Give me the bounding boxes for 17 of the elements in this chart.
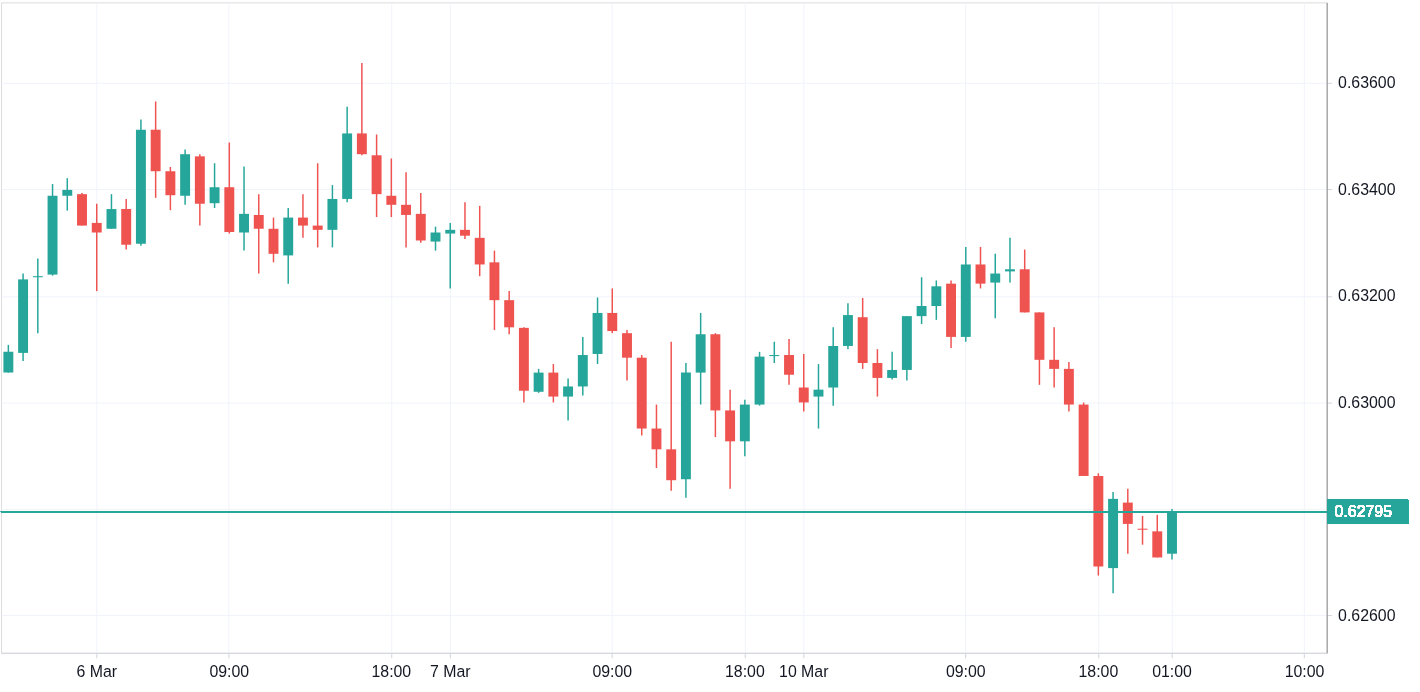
x-tick-label: 09:00	[592, 663, 633, 681]
x-tick-label: 09:00	[945, 663, 986, 681]
ref-line-label: 0.62795	[1334, 502, 1393, 520]
x-tick-label: 18:00	[371, 663, 412, 681]
x-tick-label: 6 Mar	[76, 663, 118, 681]
x-tick-label: 18:00	[724, 663, 765, 681]
y-tick-label: 0.63400	[1338, 180, 1396, 198]
x-tick-label: 10:00	[1284, 663, 1325, 681]
x-tick-label: 10 Mar	[779, 663, 830, 681]
x-tick-label: 7 Mar	[429, 663, 472, 681]
x-tick-label: 01:00	[1152, 663, 1193, 681]
y-tick-label: 0.63000	[1338, 393, 1396, 411]
y-tick-label: 0.62600	[1338, 606, 1396, 624]
x-tick-label: 09:00	[209, 663, 250, 681]
y-tick-label: 0.63600	[1338, 74, 1396, 92]
x-tick-label: 18:00	[1078, 663, 1119, 681]
y-tick-label: 0.63200	[1338, 287, 1396, 305]
